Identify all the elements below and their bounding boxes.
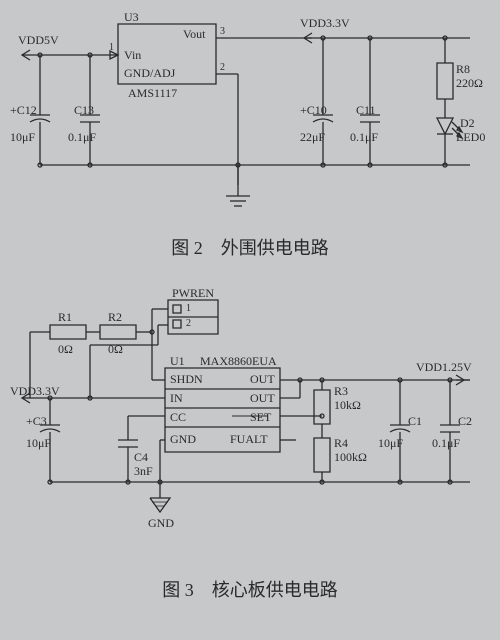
fig3-r3-ref: R3	[334, 384, 348, 399]
fig3-c1-val: 10μF	[378, 436, 403, 451]
fig2-c10-ref: +C10	[300, 103, 327, 118]
fig3-pin-cc: CC	[170, 410, 186, 425]
fig2-pin-vin: Vin	[124, 48, 141, 63]
fig3-u1-ref: U1	[170, 354, 185, 369]
fig3-c2-ref: C2	[458, 414, 472, 429]
fig3-pin-shdn: SHDN	[170, 372, 203, 387]
fig2-c12-ref: +C12	[10, 103, 37, 118]
fig3-r2-val: 0Ω	[108, 342, 123, 357]
fig3-pin-in: IN	[170, 391, 183, 406]
fig2-c10-val: 22μF	[300, 130, 325, 145]
fig2-r8-ref: R8	[456, 62, 470, 77]
fig3-vdd33v: VDD3.3V	[10, 384, 60, 399]
fig3-r4-val: 100kΩ	[334, 450, 367, 465]
fig3-pin-set: SET	[250, 410, 271, 425]
fig3-pin-fault: FUALT	[230, 432, 268, 447]
fig2-c13-val: 0.1μF	[68, 130, 96, 145]
fig3-vdd125: VDD1.25V	[416, 360, 472, 375]
fig2-c11-ref: C11	[356, 103, 376, 118]
fig2-c13-ref: C13	[74, 103, 94, 118]
fig3-r1-val: 0Ω	[58, 342, 73, 357]
fig3-r3-val: 10kΩ	[334, 398, 361, 413]
fig2-d2-ref: D2	[460, 116, 475, 131]
fig2-r8-val: 220Ω	[456, 76, 483, 91]
fig3-c1-ref: C1	[408, 414, 422, 429]
fig2-pin-vout: Vout	[183, 27, 205, 42]
fig3-c3-val: 10μF	[26, 436, 51, 451]
fig2-vdd5v: VDD5V	[18, 33, 59, 48]
fig2-caption: 图 2 外围供电电路	[0, 234, 500, 260]
fig3-r4-ref: R4	[334, 436, 348, 451]
fig3-r2-ref: R2	[108, 310, 122, 325]
fig3-pwren: PWREN	[172, 286, 214, 301]
fig3-c2-val: 0.1μF	[432, 436, 460, 451]
fig3-pin-gnd: GND	[170, 432, 196, 447]
fig3-pin-out2: OUT	[250, 391, 275, 406]
fig2-d2-val: LED0	[456, 130, 485, 145]
fig2-schematic	[0, 0, 500, 250]
fig3-c4-val: 3nF	[134, 464, 153, 479]
fig2-pin-gnd: GND/ADJ	[124, 66, 175, 81]
fig2-c12-val: 10μF	[10, 130, 35, 145]
fig2-pin3: 3	[220, 26, 225, 37]
fig2-vdd33v: VDD3.3V	[300, 16, 350, 31]
fig2-u3-part: AMS1117	[128, 86, 177, 101]
fig3-conn2: 2	[186, 318, 191, 329]
fig3-r1-ref: R1	[58, 310, 72, 325]
fig3-c3-ref: +C3	[26, 414, 47, 429]
fig2-pin1: 1	[109, 42, 114, 53]
fig2-u3-ref: U3	[124, 10, 139, 25]
fig2-c11-val: 0.1μF	[350, 130, 378, 145]
fig3-pin-out1: OUT	[250, 372, 275, 387]
fig2-pin2: 2	[220, 62, 225, 73]
fig3-u1-part: MAX8860EUA	[200, 354, 277, 369]
fig3-c4-ref: C4	[134, 450, 148, 465]
fig3-conn1: 1	[186, 303, 191, 314]
fig3-gnd-label: GND	[148, 516, 174, 531]
fig3-caption: 图 3 核心板供电电路	[0, 576, 500, 602]
